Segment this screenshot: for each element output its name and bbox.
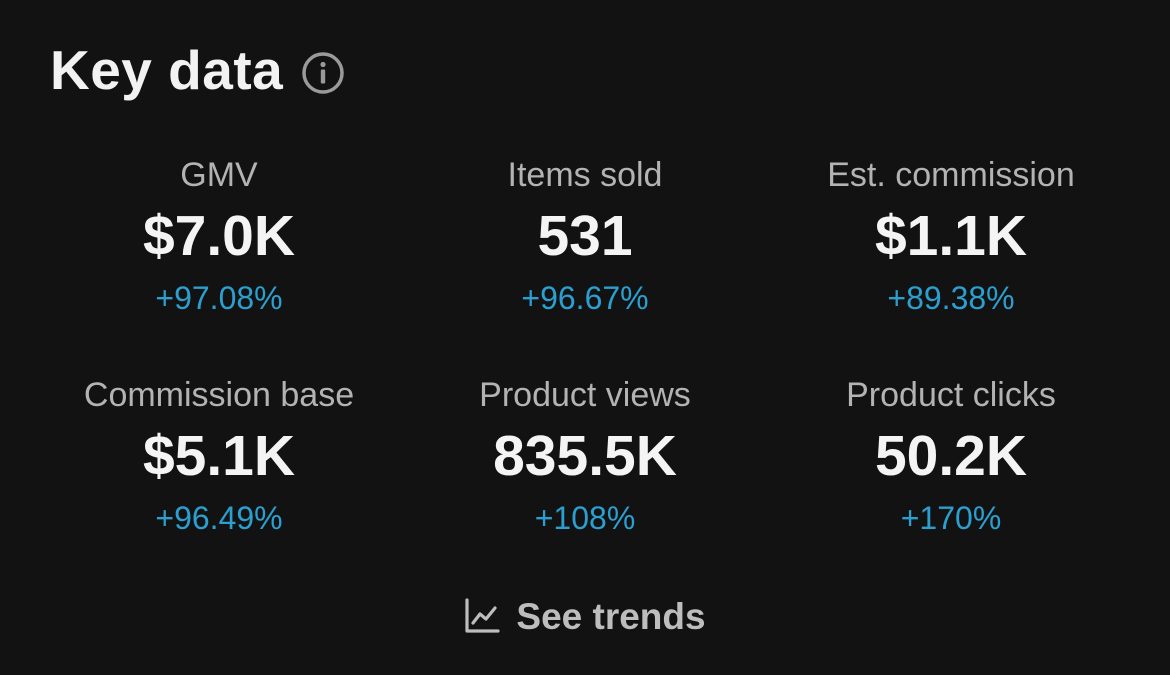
metric-est-commission[interactable]: Est. commission $1.1K +89.38% bbox=[768, 150, 1134, 370]
metric-label: Product clicks bbox=[846, 376, 1056, 414]
metric-change: +96.67% bbox=[521, 280, 649, 316]
line-chart-icon bbox=[464, 598, 500, 634]
see-trends-label: See trends bbox=[516, 595, 706, 637]
metric-label: Commission base bbox=[83, 376, 355, 414]
metric-change: +96.49% bbox=[155, 500, 283, 536]
metric-gmv[interactable]: GMV $7.0K +97.08% bbox=[36, 150, 402, 370]
metric-change: +89.38% bbox=[887, 280, 1015, 316]
metric-label: Product views bbox=[479, 376, 691, 414]
key-data-header: Key data bbox=[50, 38, 345, 102]
metric-product-clicks[interactable]: Product clicks 50.2K +170% bbox=[768, 370, 1134, 570]
metric-commission-base[interactable]: Commission base $5.1K +96.49% bbox=[36, 370, 402, 570]
metric-value: 835.5K bbox=[493, 423, 677, 488]
metric-label: GMV bbox=[180, 156, 258, 194]
metric-value: $7.0K bbox=[142, 203, 296, 268]
metric-value: 531 bbox=[537, 203, 633, 268]
metric-product-views[interactable]: Product views 835.5K +108% bbox=[402, 370, 768, 570]
metric-value: 50.2K bbox=[874, 423, 1028, 488]
metric-label: Est. commission bbox=[827, 156, 1075, 194]
page-title: Key data bbox=[50, 38, 284, 101]
metric-change: +97.08% bbox=[155, 280, 283, 316]
metric-change: +108% bbox=[534, 500, 636, 536]
metric-change: +170% bbox=[900, 500, 1002, 536]
info-icon[interactable] bbox=[301, 51, 345, 95]
metric-label: Items sold bbox=[507, 156, 663, 194]
metrics-grid: GMV $7.0K +97.08% Items sold 531 +96.67%… bbox=[36, 150, 1134, 570]
metric-items-sold[interactable]: Items sold 531 +96.67% bbox=[402, 150, 768, 370]
see-trends-button[interactable]: See trends bbox=[464, 595, 706, 637]
see-trends-row: See trends bbox=[0, 592, 1170, 640]
metric-value: $5.1K bbox=[142, 423, 296, 488]
metric-value: $1.1K bbox=[874, 203, 1028, 268]
